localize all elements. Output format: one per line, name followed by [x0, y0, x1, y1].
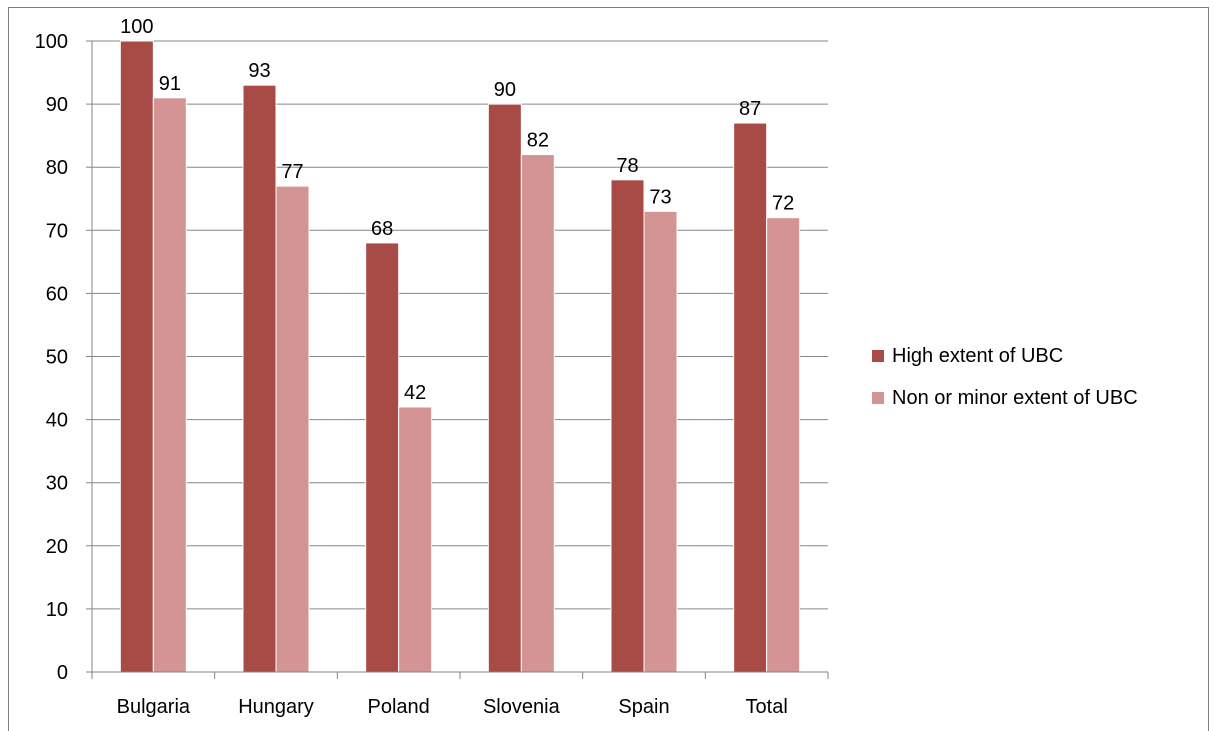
x-tick-label: Total [746, 696, 788, 718]
bar [610, 179, 645, 673]
legend-label-minor: Non or minor extent of UBC [892, 386, 1138, 409]
chart-frame [8, 7, 1209, 731]
axes: 0 10 20 30 40 50 60 70 80 90 100 Bulgaria Hungary Pol… [35, 31, 829, 718]
legend-item-minor: Non or minor extent of UBC [872, 382, 1138, 414]
bars [119, 40, 801, 673]
data-label: 82 [527, 130, 549, 152]
x-tick-label: Slovenia [483, 696, 561, 718]
x-tick-label: Poland [368, 696, 430, 718]
data-label: 90 [494, 79, 516, 101]
bar [242, 84, 277, 673]
y-tick-label: 70 [46, 220, 68, 242]
data-label: 42 [404, 382, 426, 404]
bar [766, 217, 801, 673]
bar [487, 103, 522, 673]
bar [398, 406, 433, 673]
data-labels: 100 91 93 77 68 42 90 82 78 73 87 72 [120, 16, 794, 404]
bar [733, 122, 768, 673]
y-tick-label: 20 [46, 536, 68, 558]
x-tick-label: Bulgaria [117, 696, 191, 718]
bar [365, 242, 400, 673]
y-tick-label: 30 [46, 473, 68, 495]
gridlines [92, 40, 828, 610]
x-tick-label: Hungary [238, 696, 314, 718]
data-label: 91 [159, 73, 181, 95]
data-label: 100 [120, 16, 153, 38]
data-label: 68 [371, 218, 393, 240]
y-tick-label: 0 [57, 662, 68, 684]
y-tick-label: 40 [46, 410, 68, 432]
y-tick-label: 50 [46, 347, 68, 369]
y-tick-label: 100 [35, 31, 68, 53]
x-tick-label: Spain [618, 696, 669, 718]
data-label: 77 [281, 161, 303, 183]
y-tick-label: 10 [46, 599, 68, 621]
legend-swatch-minor [872, 392, 884, 404]
legend: High extent of UBC Non or minor extent o… [872, 340, 1138, 424]
data-label: 78 [616, 155, 638, 177]
legend-label-high: High extent of UBC [892, 344, 1064, 367]
legend-item-high: High extent of UBC [872, 340, 1138, 372]
y-tick-label: 60 [46, 283, 68, 305]
bar [520, 154, 555, 673]
legend-swatch-high [872, 350, 884, 362]
y-tick-label: 80 [46, 157, 68, 179]
bar [152, 97, 187, 673]
bar [643, 210, 678, 673]
data-label: 73 [649, 186, 671, 208]
data-label: 93 [248, 60, 270, 82]
bar [275, 185, 310, 673]
data-label: 72 [772, 193, 794, 215]
data-label: 87 [739, 98, 761, 120]
y-tick-label: 90 [46, 94, 68, 116]
bar [119, 40, 154, 673]
